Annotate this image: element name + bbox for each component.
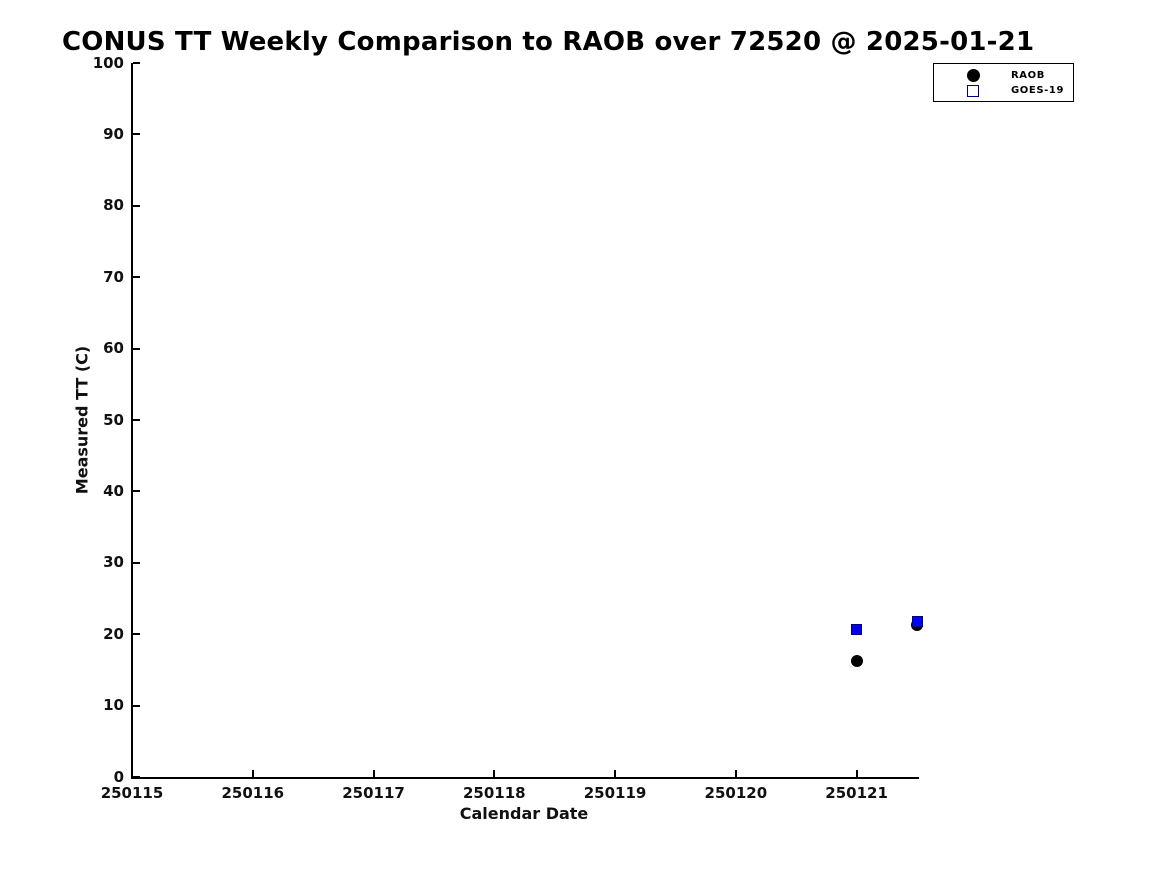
legend-row-raob: RAOB (934, 68, 1073, 83)
y-tick (133, 419, 140, 421)
x-tick-label: 250119 (583, 784, 647, 802)
y-tick (133, 633, 140, 636)
data-point-raob (850, 655, 863, 668)
y-axis-title: Measured TT (C) (72, 345, 92, 495)
x-tick-label: 250121 (825, 784, 888, 802)
x-tick (734, 770, 737, 777)
x-tick-label: 250116 (221, 784, 285, 802)
raob-circle-icon (966, 69, 980, 82)
legend: RAOB GOES-19 (933, 63, 1074, 102)
legend-marker-cell (963, 69, 983, 82)
y-tick-label: 0 (113, 767, 124, 786)
y-axis-line (131, 63, 133, 779)
x-axis-line (131, 777, 919, 779)
y-tick (133, 776, 140, 778)
y-tick (133, 347, 140, 350)
x-tick-label: 250120 (704, 784, 768, 802)
x-tick (493, 770, 496, 777)
x-tick-label: 250117 (342, 784, 405, 802)
x-tick (251, 770, 254, 777)
y-tick (133, 204, 140, 207)
y-tick-label: 80 (103, 196, 124, 215)
x-tick (614, 770, 617, 777)
y-tick-label: 50 (103, 410, 124, 429)
x-tick (372, 770, 375, 777)
y-tick-label: 100 (92, 53, 124, 72)
data-point-goes-19 (851, 623, 863, 635)
chart-title: CONUS TT Weekly Comparison to RAOB over … (62, 27, 1035, 57)
x-tick (855, 770, 858, 777)
goes-19-square-icon (967, 84, 979, 97)
y-tick (133, 133, 140, 136)
y-tick (133, 561, 140, 564)
legend-marker-cell (963, 84, 983, 97)
x-tick (131, 770, 133, 777)
y-tick (133, 276, 140, 279)
y-tick-label: 60 (103, 339, 124, 358)
y-tick-label: 90 (103, 124, 124, 143)
data-point-goes-19 (911, 615, 923, 627)
y-tick-label: 40 (103, 481, 124, 500)
y-tick-label: 70 (103, 267, 124, 286)
y-tick (133, 704, 140, 707)
legend-row-goes-19: GOES-19 (934, 83, 1073, 98)
legend-label-raob: RAOB (1011, 70, 1045, 81)
x-tick-label: 250118 (462, 784, 526, 802)
y-tick-label: 10 (103, 696, 124, 715)
y-tick (133, 490, 140, 493)
x-tick-label: 250115 (100, 784, 164, 802)
y-tick (133, 62, 140, 64)
y-tick-label: 30 (103, 553, 124, 572)
legend-label-goes-19: GOES-19 (1011, 85, 1065, 96)
x-axis-title: Calendar Date (459, 804, 589, 823)
y-tick-label: 20 (103, 624, 124, 643)
